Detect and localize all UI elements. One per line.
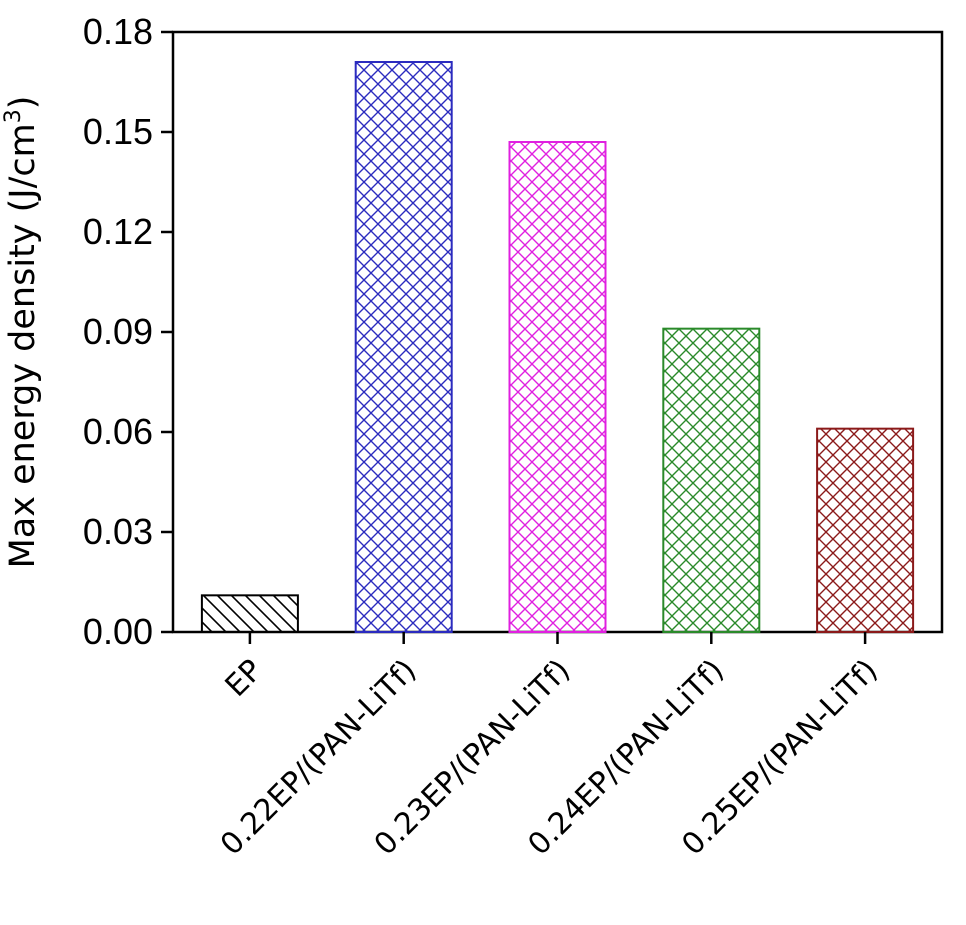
x-tick-label: EP <box>219 653 270 704</box>
y-tick-label: 0.15 <box>83 111 153 152</box>
y-tick-label: 0.18 <box>83 11 153 52</box>
y-tick-label: 0.12 <box>83 211 153 252</box>
bar-3 <box>508 141 607 633</box>
bar-5 <box>816 427 915 633</box>
y-tick-label: 0.03 <box>83 511 153 552</box>
bar-2 <box>354 61 453 633</box>
y-axis-title: Max energy density (J/cm3) <box>1 96 43 569</box>
y-tick-label: 0.00 <box>83 611 153 652</box>
x-axis-ticks: EP0.22EP/(PAN-LiTf)0.23EP/(PAN-LiTf)0.24… <box>214 632 885 862</box>
y-axis-ticks: 0.00 0.03 0.06 0.09 0.12 0.15 0.18 <box>83 11 173 652</box>
bars-group <box>200 61 915 633</box>
y-tick-label: 0.09 <box>83 311 153 352</box>
bar-4 <box>662 327 761 633</box>
bar-1 <box>200 594 299 633</box>
y-tick-label: 0.06 <box>83 411 153 452</box>
